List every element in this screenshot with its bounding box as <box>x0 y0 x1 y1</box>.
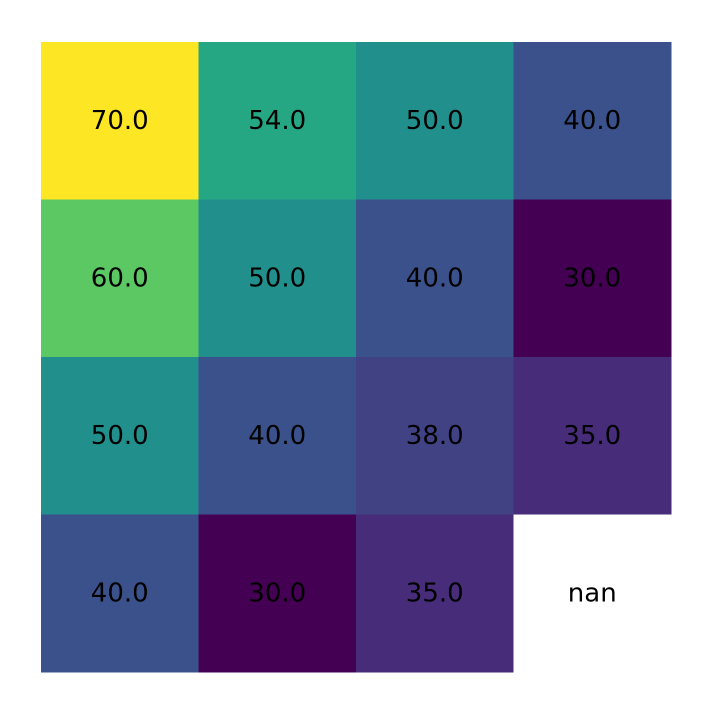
heatmap-cell-r2-c2 <box>356 357 514 515</box>
heatmap-cell-r1-c3 <box>513 199 672 358</box>
heatmap-cell-label-r2-c3: 35.0 <box>563 421 621 451</box>
heatmap-cell-r1-c2 <box>356 199 514 358</box>
heatmap-cell-label-r2-c1: 40.0 <box>248 421 306 451</box>
heatmap-cell-label-r0-c3: 40.0 <box>563 106 621 136</box>
heatmap-cell-r2-c1 <box>198 357 357 515</box>
heatmap-cell-r2-c0 <box>41 357 199 515</box>
heatmap-cell-r3-c3 <box>513 514 672 673</box>
heatmap-cells <box>41 42 672 673</box>
heatmap-cell-label-r1-c3: 30.0 <box>563 263 621 293</box>
heatmap-cell-label-r0-c1: 54.0 <box>248 106 306 136</box>
heatmap-cell-r0-c1 <box>198 42 357 200</box>
heatmap-cell-label-r0-c0: 70.0 <box>91 106 149 136</box>
heatmap-cell-labels: 70.0 54.0 50.0 40.0 60.0 50.0 40.0 30.0 50.0 40.0… <box>91 106 621 609</box>
heatmap-cell-label-r1-c2: 40.0 <box>406 263 464 293</box>
heatmap-cell-r0-c3 <box>513 42 672 200</box>
heatmap-cell-label-r3-c3: nan <box>568 578 617 608</box>
heatmap-cell-r3-c1 <box>198 514 357 673</box>
heatmap-cell-r2-c3 <box>513 357 672 515</box>
heatmap-cell-label-r3-c0: 40.0 <box>91 578 149 608</box>
heatmap-cell-r0-c0 <box>41 42 199 200</box>
heatmap-cell-r1-c1 <box>198 199 357 358</box>
heatmap-cell-label-r0-c2: 50.0 <box>406 106 464 136</box>
heatmap-cell-r0-c2 <box>356 42 514 200</box>
heatmap-cell-label-r1-c0: 60.0 <box>91 263 149 293</box>
heatmap-cell-label-r2-c0: 50.0 <box>91 421 149 451</box>
heatmap-cell-r1-c0 <box>41 199 199 358</box>
heatmap-cell-label-r3-c1: 30.0 <box>248 578 306 608</box>
heatmap-cell-label-r2-c2: 38.0 <box>406 421 464 451</box>
heatmap-cell-r3-c2 <box>356 514 514 673</box>
heatmap-cell-label-r3-c2: 35.0 <box>406 578 464 608</box>
heatmap-cell-r3-c0 <box>41 514 199 673</box>
heatmap-cell-label-r1-c1: 50.0 <box>248 263 306 293</box>
